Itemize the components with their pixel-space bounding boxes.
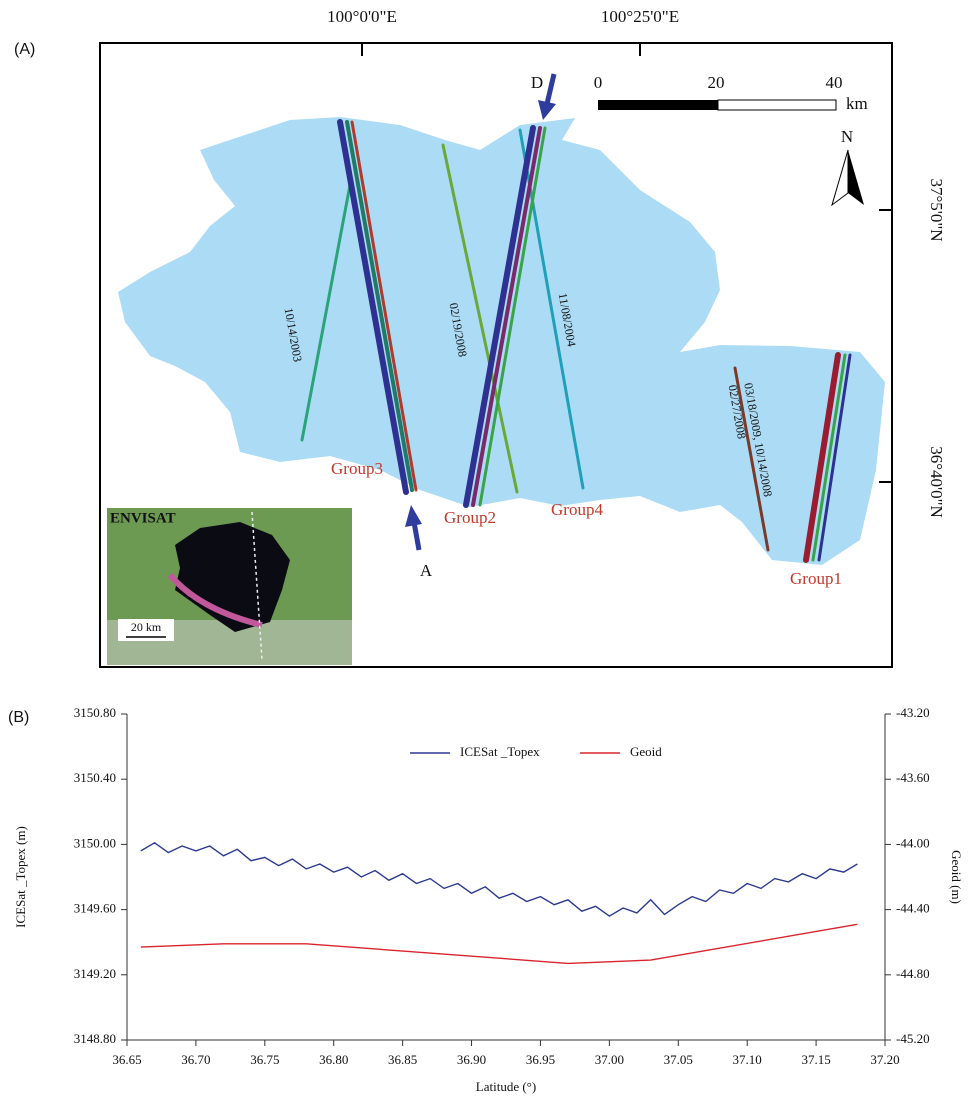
- scale-tick: 20: [708, 73, 725, 92]
- y-tick-label: 3150.80: [74, 705, 116, 720]
- arrow-label: A: [420, 561, 433, 580]
- lat-label: 37°5'0"N: [927, 178, 946, 241]
- north-label: N: [841, 127, 853, 146]
- scale-tick: 40: [826, 73, 843, 92]
- scale-unit: km: [846, 94, 868, 113]
- y-tick-label: 3150.40: [74, 770, 116, 785]
- y2-tick-label: -43.20: [896, 705, 930, 720]
- x-tick-label: 36.70: [181, 1052, 210, 1067]
- inset: ENVISAT 20 km: [107, 508, 352, 665]
- group-label: Group4: [551, 500, 603, 519]
- x-tick-label: 36.90: [457, 1052, 486, 1067]
- x-tick-label: 37.00: [595, 1052, 624, 1067]
- line: [141, 843, 858, 916]
- y-tick-label: 3148.80: [74, 1031, 116, 1046]
- y-tick-label: 3150.00: [74, 835, 116, 850]
- x-tick-label: 37.10: [733, 1052, 762, 1067]
- x-tick-label: 36.65: [112, 1052, 141, 1067]
- panel-label: (A): [14, 41, 35, 58]
- x-tick-label: 36.95: [526, 1052, 555, 1067]
- x-tick-label: 36.85: [388, 1052, 417, 1067]
- group-label: Group1: [790, 569, 842, 588]
- figure: (A) 100°0'0"E 100°25'0"E 37°5'0"N 36°40'…: [0, 0, 971, 1099]
- scale-bar: [718, 100, 836, 110]
- scale-tick: 0: [594, 73, 603, 92]
- x-tick-label: 37.05: [664, 1052, 693, 1067]
- y2-tick-label: -44.80: [896, 966, 930, 981]
- legend-label: ICESat _Topex: [460, 744, 540, 759]
- y-tick-label: 3149.60: [74, 901, 116, 916]
- x-tick-label: 36.75: [250, 1052, 279, 1067]
- y-tick-label: 3149.20: [74, 966, 116, 981]
- arrow-label: D: [531, 73, 543, 92]
- chart: (B) ICESat _Topex (m) Geoid (m) Latitude…: [8, 705, 964, 1094]
- panel-label: (B): [8, 709, 29, 726]
- y2-axis-title: Geoid (m): [949, 850, 964, 904]
- line: [141, 924, 858, 963]
- lon-label: 100°0'0"E: [327, 7, 397, 26]
- group-label: Group3: [331, 459, 383, 478]
- group-label: Group2: [444, 508, 496, 527]
- lon-label: 100°25'0"E: [601, 7, 679, 26]
- x-tick-label: 37.15: [801, 1052, 830, 1067]
- y2-tick-label: -43.60: [896, 770, 930, 785]
- x-axis-title: Latitude (°): [476, 1079, 536, 1094]
- lat-label: 36°40'0"N: [927, 446, 946, 518]
- y2-tick-label: -45.20: [896, 1031, 930, 1046]
- y-axis-title: ICESat _Topex (m): [13, 826, 28, 928]
- y2-tick-label: -44.40: [896, 901, 930, 916]
- inset-scale: 20 km: [131, 620, 162, 634]
- x-tick-label: 37.20: [870, 1052, 899, 1067]
- y2-tick-label: -44.00: [896, 835, 930, 850]
- x-tick-label: 36.80: [319, 1052, 348, 1067]
- map-panel: (A) 100°0'0"E 100°25'0"E 37°5'0"N 36°40'…: [14, 7, 946, 667]
- inset-title: ENVISAT: [110, 510, 176, 526]
- scale-bar: [598, 100, 718, 110]
- legend-label: Geoid: [630, 744, 662, 759]
